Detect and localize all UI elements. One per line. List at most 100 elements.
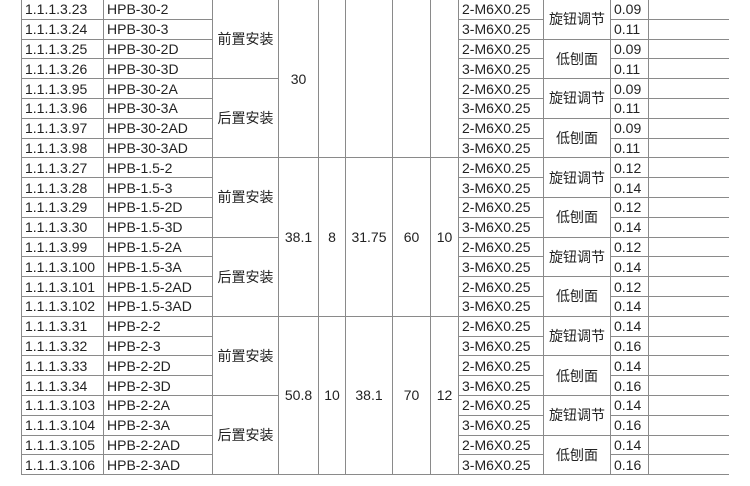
item-code-cell: 1.1.1.3.34	[21, 375, 104, 396]
table-row: 1.1.1.3.101 HPB-1.5-2AD 2-M6X0.25 低刨面 0.12	[21, 276, 729, 317]
mount-type-cell: 后置安装	[212, 236, 279, 317]
table-row: 1.1.1.3.100 HPB-1.5-3A 3-M6X0.25 0.14	[21, 256, 729, 278]
blank-cell	[648, 58, 729, 80]
mount-type-cell: 前置安装	[212, 0, 279, 80]
weight-cell: 0.14	[610, 394, 649, 416]
blank-cell	[648, 18, 729, 40]
table-row: 1.1.1.3.23 HPB-30-2 前置安装 30 2-M6X0.25 旋钮调节 0.0…	[21, 0, 729, 159]
model-cell: HPB-30-3	[103, 18, 213, 40]
table-row: 1.1.1.3.97 HPB-30-2AD 2-M6X0.25 低刨面 0.09	[21, 117, 729, 159]
item-code-cell: 1.1.1.3.101	[21, 276, 104, 297]
thread-cell: 3-M6X0.25	[458, 58, 544, 80]
table-row: 1.1.1.3.28 HPB-1.5-3 3-M6X0.25 0.14	[21, 177, 729, 198]
dimension-cell: 50.8	[278, 315, 319, 476]
weight-cell: 0.16	[610, 454, 649, 476]
model-cell: HPB-2-2D	[103, 355, 213, 377]
table-row: 1.1.1.3.98 HPB-30-3AD 3-M6X0.25 0.11	[21, 137, 729, 159]
thread-cell: 3-M6X0.25	[458, 137, 544, 159]
dimension-cell: 38.1	[345, 315, 393, 476]
item-code-cell: 1.1.1.3.26	[21, 58, 104, 80]
item-code-cell: 1.1.1.3.106	[21, 454, 104, 476]
adjust-type-cell: 旋钮调节	[543, 315, 611, 357]
thread-cell: 3-M6X0.25	[458, 335, 544, 357]
blank-cell	[648, 117, 729, 139]
table-row: 1.1.1.3.25 HPB-30-2D 2-M6X0.25 低刨面 0.09	[21, 38, 729, 80]
item-code-cell: 1.1.1.3.103	[21, 394, 104, 416]
item-code-cell: 1.1.1.3.97	[21, 117, 104, 139]
table-row: 1.1.1.3.24 HPB-30-3 3-M6X0.25 0.11	[21, 18, 729, 40]
model-cell: HPB-1.5-2D	[103, 196, 213, 218]
thread-cell: 2-M6X0.25	[458, 394, 544, 416]
model-cell: HPB-30-2D	[103, 38, 213, 60]
model-cell: HPB-2-3	[103, 335, 213, 357]
thread-cell: 3-M6X0.25	[458, 177, 544, 198]
product-spec-table: 1.1.1.3.23 HPB-30-2 前置安装 30 2-M6X0.25 旋钮调节 0.0…	[21, 0, 729, 476]
adjust-type-cell: 旋钮调节	[543, 236, 611, 278]
blank-cell	[648, 177, 729, 198]
model-cell: HPB-30-3A	[103, 97, 213, 119]
adjust-type-cell: 低刨面	[543, 276, 611, 317]
dimension-cell	[392, 0, 431, 159]
weight-cell: 0.09	[610, 0, 649, 20]
model-cell: HPB-30-2A	[103, 78, 213, 99]
mount-type-cell: 前置安装	[212, 315, 279, 396]
item-code-cell: 1.1.1.3.32	[21, 335, 104, 357]
thread-cell: 3-M6X0.25	[458, 454, 544, 476]
item-code-cell: 1.1.1.3.30	[21, 216, 104, 238]
table-row: 1.1.1.3.32 HPB-2-3 3-M6X0.25 0.16	[21, 335, 729, 357]
adjust-type-cell: 旋钮调节	[543, 394, 611, 436]
weight-cell: 0.14	[610, 295, 649, 317]
weight-cell: 0.09	[610, 78, 649, 99]
dimension-cell: 60	[392, 157, 431, 317]
thread-cell: 2-M6X0.25	[458, 355, 544, 377]
item-code-cell: 1.1.1.3.95	[21, 78, 104, 99]
adjust-type-cell: 低刨面	[543, 117, 611, 159]
dimension-cell: 8	[318, 157, 346, 317]
model-cell: HPB-2-3D	[103, 375, 213, 396]
dimension-cell: 30	[278, 0, 319, 159]
weight-cell: 0.12	[610, 196, 649, 218]
model-cell: HPB-1.5-2A	[103, 236, 213, 258]
weight-cell: 0.09	[610, 117, 649, 139]
model-cell: HPB-1.5-3A	[103, 256, 213, 278]
table-row: 1.1.1.3.26 HPB-30-3D 3-M6X0.25 0.11	[21, 58, 729, 80]
mount-type-cell: 后置安装	[212, 78, 279, 159]
item-code-cell: 1.1.1.3.24	[21, 18, 104, 40]
weight-cell: 0.14	[610, 355, 649, 377]
blank-cell	[648, 454, 729, 476]
item-code-cell: 1.1.1.3.104	[21, 414, 104, 436]
table-row: 1.1.1.3.30 HPB-1.5-3D 3-M6X0.25 0.14	[21, 216, 729, 238]
item-code-cell: 1.1.1.3.27	[21, 157, 104, 179]
thread-cell: 2-M6X0.25	[458, 38, 544, 60]
model-cell: HPB-1.5-3	[103, 177, 213, 198]
blank-cell	[648, 0, 729, 20]
blank-cell	[648, 276, 729, 297]
dimension-cell: 10	[430, 157, 459, 317]
adjust-type-cell: 旋钮调节	[543, 157, 611, 198]
item-code-cell: 1.1.1.3.33	[21, 355, 104, 377]
dimension-cell	[345, 0, 393, 159]
item-code-cell: 1.1.1.3.102	[21, 295, 104, 317]
item-code-cell: 1.1.1.3.25	[21, 38, 104, 60]
table-row: 1.1.1.3.33 HPB-2-2D 2-M6X0.25 低刨面 0.14	[21, 355, 729, 396]
weight-cell: 0.11	[610, 137, 649, 159]
model-cell: HPB-30-2	[103, 0, 213, 20]
table-row: 1.1.1.3.105 HPB-2-2AD 2-M6X0.25 低刨面 0.14	[21, 434, 729, 476]
blank-cell	[648, 295, 729, 317]
table-row: 1.1.1.3.99 HPB-1.5-2A 后置安装 2-M6X0.25 旋钮调节 0.1…	[21, 236, 729, 317]
mount-type-cell: 后置安装	[212, 394, 279, 476]
blank-cell	[648, 157, 729, 179]
adjust-type-cell: 低刨面	[543, 355, 611, 396]
blank-cell	[648, 236, 729, 258]
weight-cell: 0.14	[610, 177, 649, 198]
thread-cell: 2-M6X0.25	[458, 117, 544, 139]
blank-cell	[648, 375, 729, 396]
item-code-cell: 1.1.1.3.23	[21, 0, 104, 20]
item-code-cell: 1.1.1.3.96	[21, 97, 104, 119]
table-row: 1.1.1.3.104 HPB-2-3A 3-M6X0.25 0.16	[21, 414, 729, 436]
table-row: 1.1.1.3.103 HPB-2-2A 后置安装 2-M6X0.25 旋钮调节 0.14	[21, 394, 729, 476]
weight-cell: 0.14	[610, 315, 649, 337]
thread-cell: 2-M6X0.25	[458, 236, 544, 258]
thread-cell: 2-M6X0.25	[458, 434, 544, 456]
blank-cell	[648, 256, 729, 278]
